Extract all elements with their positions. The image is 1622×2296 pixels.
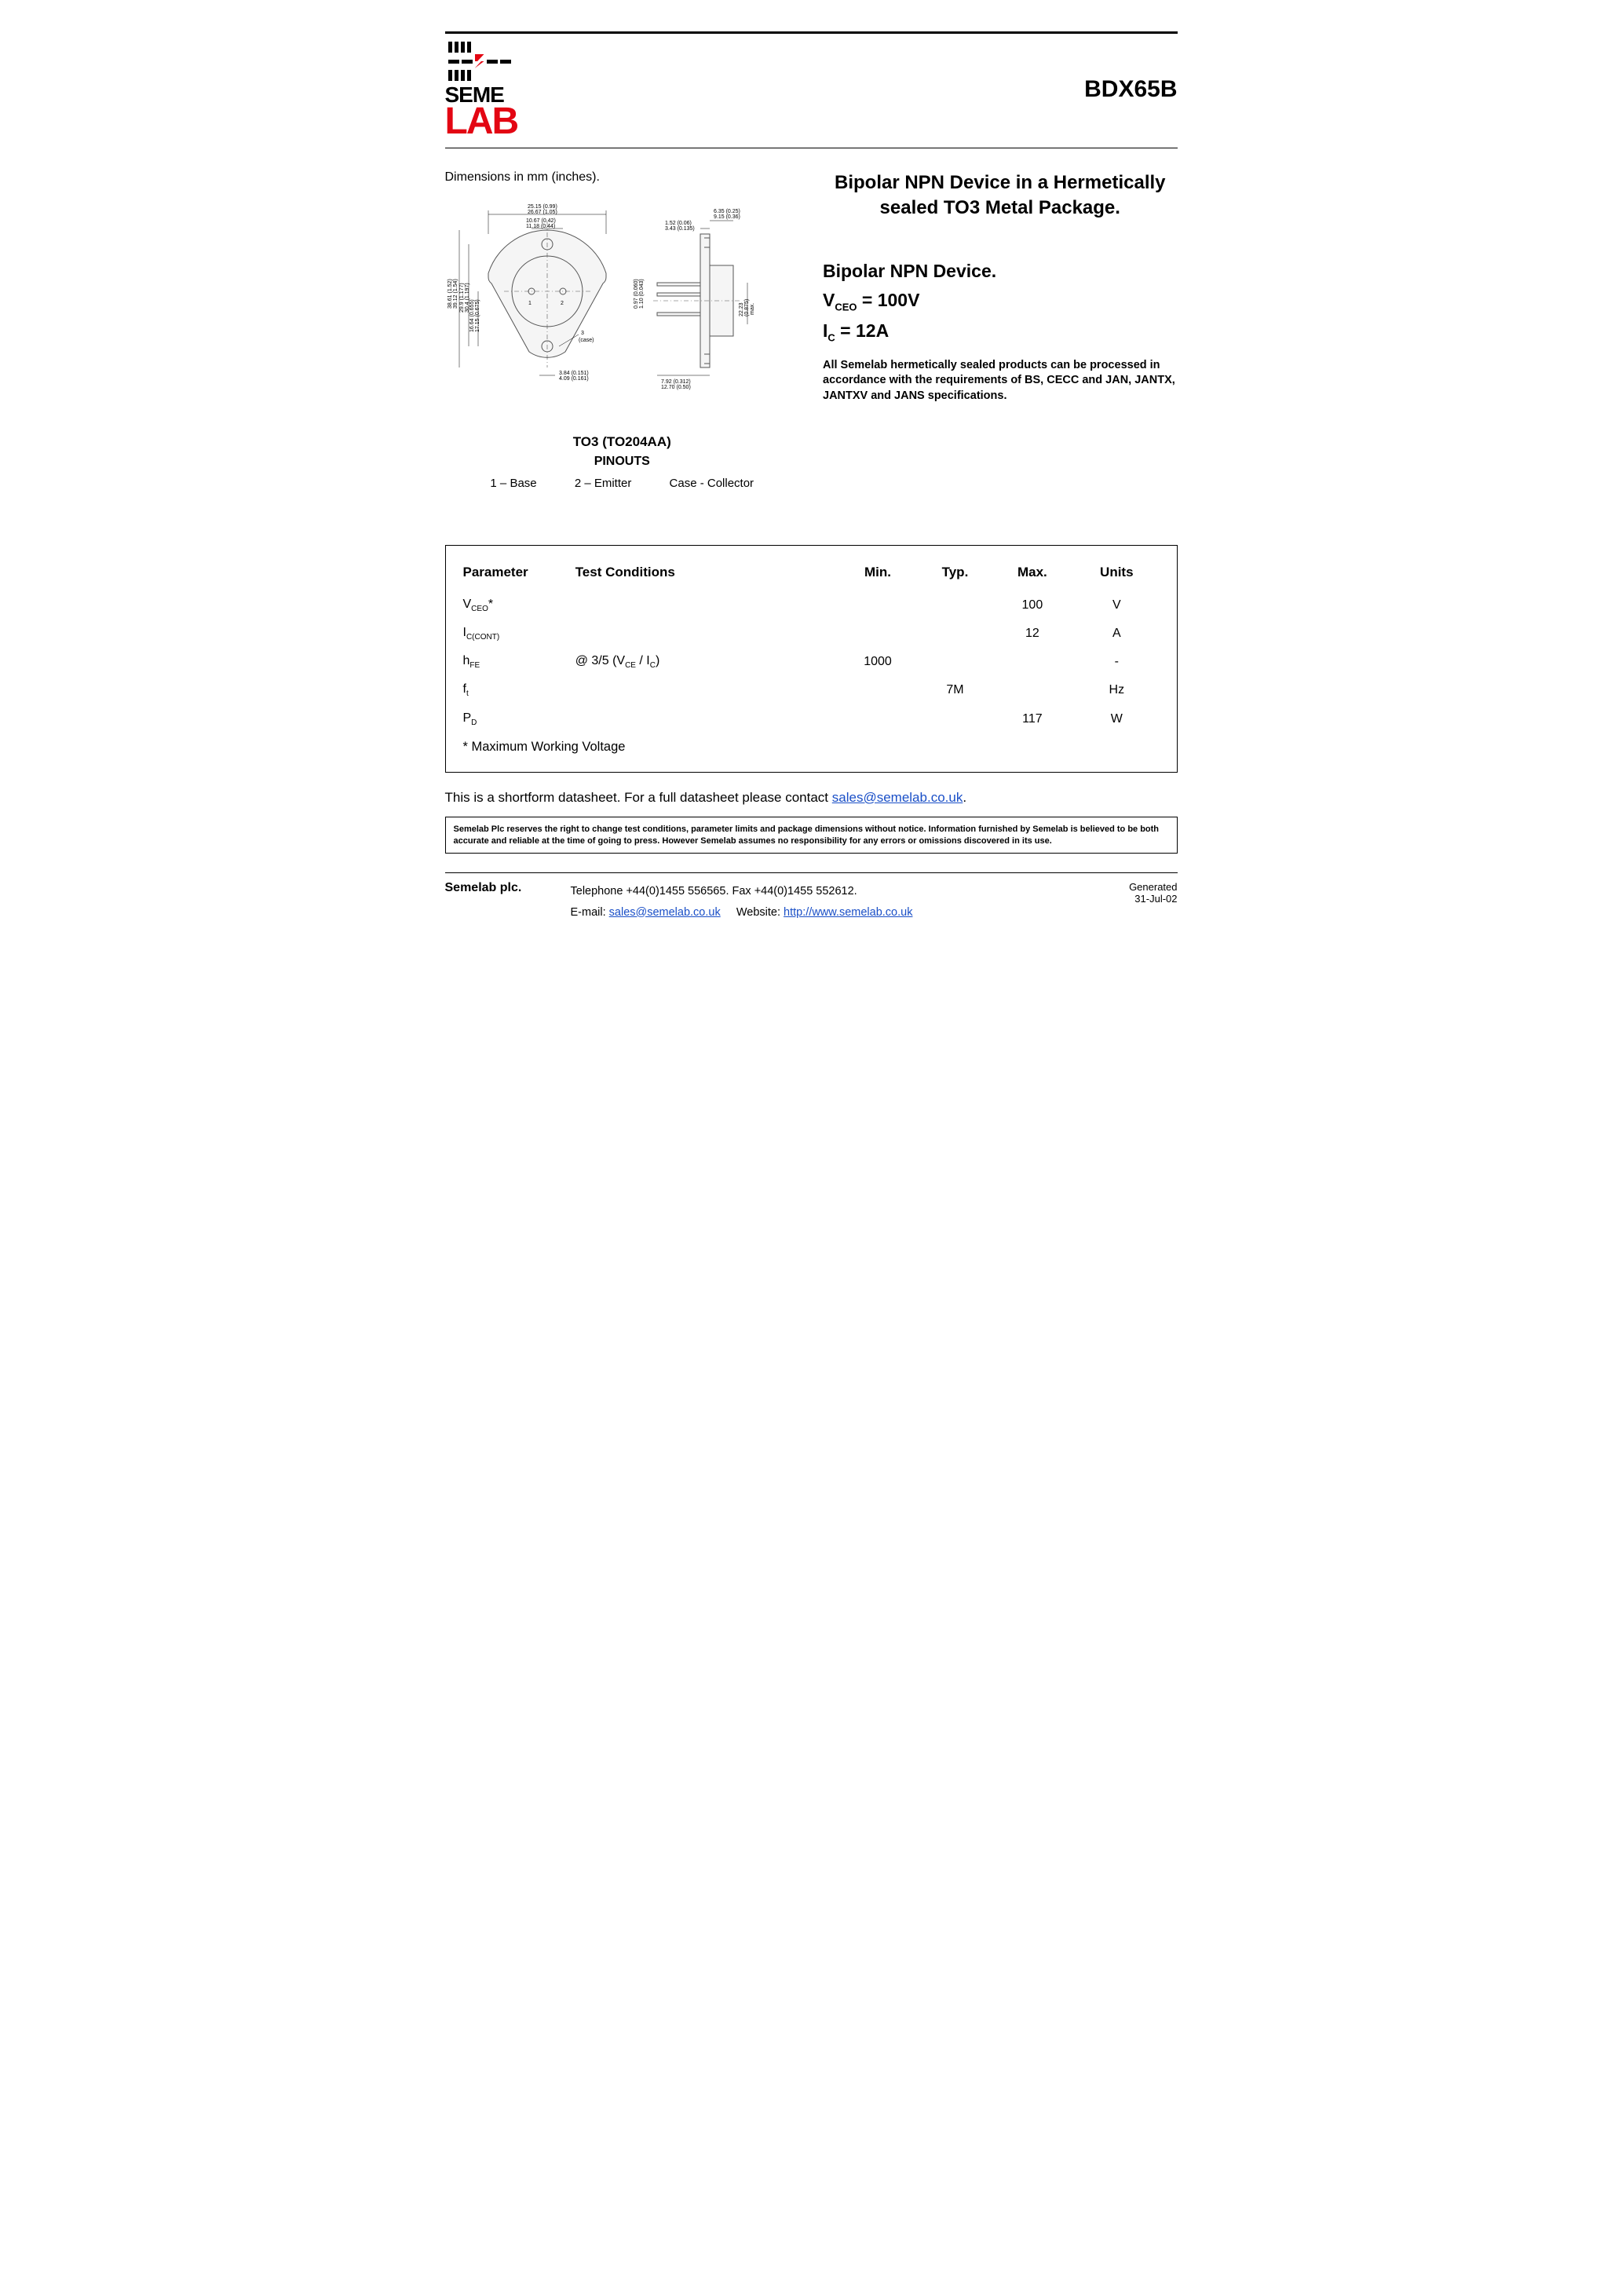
th-typ: Typ. [916, 560, 993, 591]
table-footnote: * Maximum Working Voltage [460, 733, 1163, 761]
th-min: Min. [839, 560, 916, 591]
seal-note: All Semelab hermetically sealed products… [823, 358, 1178, 404]
svg-text:7.92 (0.312): 7.92 (0.312) [661, 379, 691, 385]
pin2-label: 2 [561, 301, 564, 306]
left-column: Dimensions in mm (inches). [445, 170, 800, 490]
svg-text:38.61 (1.52): 38.61 (1.52) [448, 279, 453, 309]
phone-fax: Telephone +44(0)1455 556565. Fax +44(0)1… [571, 881, 1106, 901]
svg-text:39.12 (1.54): 39.12 (1.54) [453, 279, 458, 309]
logo: SEME LAB [445, 42, 518, 138]
case-label: (case) [579, 338, 594, 343]
table-row: VCEO* 100 V [460, 591, 1163, 620]
svg-text:11.18 (0.44): 11.18 (0.44) [526, 224, 555, 229]
footer-website-link[interactable]: http://www.semelab.co.uk [784, 906, 912, 919]
page: SEME LAB BDX65B Dimensions in mm (inches… [406, 0, 1217, 946]
pinout-3: Case - Collector [670, 477, 754, 490]
table-row: PD 117 W [460, 705, 1163, 733]
svg-text:29.9 (1.177): 29.9 (1.177) [459, 283, 465, 313]
dimensions-label: Dimensions in mm (inches). [445, 170, 800, 185]
table-header-row: Parameter Test Conditions Min. Typ. Max.… [460, 560, 1163, 591]
parameter-table: Parameter Test Conditions Min. Typ. Max.… [445, 545, 1178, 773]
svg-text:4.09 (0.161): 4.09 (0.161) [559, 376, 589, 382]
vceo-spec: VCEO = 100V [823, 290, 1178, 313]
company-name: Semelab plc. [445, 881, 547, 895]
table-row: ft 7M Hz [460, 676, 1163, 704]
th-parameter: Parameter [460, 560, 572, 591]
th-units: Units [1071, 560, 1162, 591]
logo-text-lab: LAB [445, 106, 518, 138]
device-type: Bipolar NPN Device. [823, 261, 1178, 282]
part-number: BDX65B [1084, 76, 1177, 103]
svg-text:26.67 (1.05): 26.67 (1.05) [528, 210, 557, 215]
pin3-label: 3 [581, 331, 584, 336]
svg-text:0.97 (0.060): 0.97 (0.060) [634, 279, 639, 309]
th-conditions: Test Conditions [572, 560, 839, 591]
svg-text:max.: max. [750, 303, 755, 315]
svg-text:12.70 (0.50): 12.70 (0.50) [661, 385, 691, 390]
right-column: Bipolar NPN Device in a Hermetically sea… [823, 170, 1178, 490]
generated-info: Generated 31-Jul-02 [1129, 881, 1177, 905]
svg-text:9.15 (0.36): 9.15 (0.36) [714, 214, 740, 220]
ic-spec: IC = 12A [823, 320, 1178, 344]
svg-text:25.15 (0.99): 25.15 (0.99) [528, 204, 557, 210]
pinouts-title: PINOUTS [445, 455, 800, 469]
svg-text:10.67 (0.42): 10.67 (0.42) [526, 218, 556, 224]
shortform-note: This is a shortform datasheet. For a ful… [445, 790, 1178, 806]
pinout-1: 1 – Base [490, 477, 536, 490]
package-diagram: 1 2 3 (case) 25.15 (0.99) 26.67 (1.05) [445, 199, 775, 411]
logo-bars-icon [445, 42, 511, 81]
svg-text:16.64 (0.655): 16.64 (0.655) [469, 299, 475, 332]
svg-text:22.23: 22.23 [739, 302, 744, 316]
svg-text:1.10 (0.043): 1.10 (0.043) [639, 279, 645, 309]
svg-text:1.52 (0.06): 1.52 (0.06) [665, 221, 692, 226]
header: SEME LAB BDX65B [445, 34, 1178, 148]
headline: Bipolar NPN Device in a Hermetically sea… [823, 170, 1178, 221]
footer-email-link[interactable]: sales@semelab.co.uk [609, 906, 721, 919]
mid-section: Dimensions in mm (inches). [445, 148, 1178, 498]
svg-text:6.35 (0.25): 6.35 (0.25) [714, 209, 740, 214]
pinout-2: 2 – Emitter [575, 477, 632, 490]
table-row: IC(CONT) 12 A [460, 620, 1163, 648]
package-name: TO3 (TO204AA) [445, 434, 800, 450]
sales-email-link[interactable]: sales@semelab.co.uk [832, 790, 963, 805]
svg-text:3.43 (0.135): 3.43 (0.135) [665, 226, 695, 232]
pin1-label: 1 [528, 301, 532, 306]
svg-text:(0.875): (0.875) [744, 299, 750, 316]
contact-info: Telephone +44(0)1455 556565. Fax +44(0)1… [571, 881, 1106, 922]
disclaimer: Semelab Plc reserves the right to change… [445, 817, 1178, 854]
svg-text:17.15 (0.675): 17.15 (0.675) [475, 299, 480, 332]
pinouts-row: 1 – Base 2 – Emitter Case - Collector [445, 477, 800, 490]
svg-text:3.84 (0.151): 3.84 (0.151) [559, 371, 589, 376]
footer: Semelab plc. Telephone +44(0)1455 556565… [445, 872, 1178, 922]
th-max: Max. [994, 560, 1071, 591]
table-row: hFE @ 3/5 (VCE / IC) 1000 - [460, 648, 1163, 676]
